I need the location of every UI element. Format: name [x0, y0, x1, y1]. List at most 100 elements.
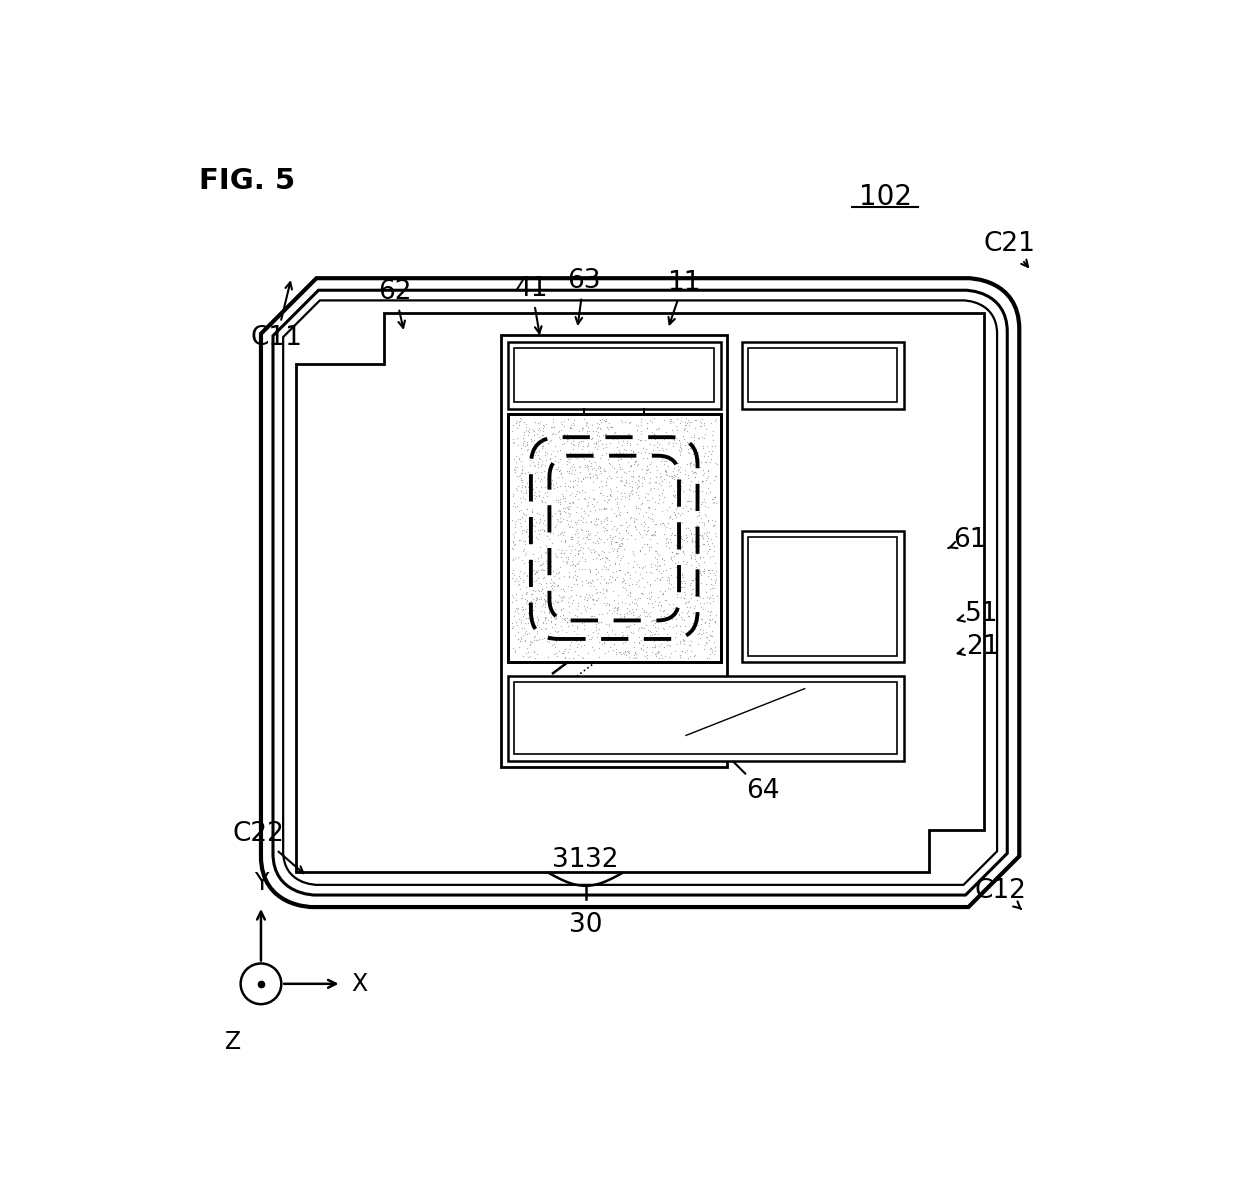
Point [639, 443, 658, 462]
Point [652, 600, 672, 620]
Text: 41: 41 [515, 276, 548, 334]
Point [539, 476, 559, 495]
Point [548, 526, 568, 545]
Point [675, 588, 694, 608]
Point [529, 512, 549, 531]
Point [630, 542, 650, 561]
Point [551, 504, 570, 524]
Point [572, 647, 591, 667]
Point [601, 510, 621, 530]
Point [661, 566, 681, 585]
Point [563, 472, 583, 491]
Point [609, 455, 629, 474]
Point [533, 425, 553, 444]
Point [682, 579, 702, 598]
Point [697, 483, 717, 502]
Point [525, 412, 544, 431]
Point [601, 468, 621, 488]
Point [703, 516, 723, 536]
Point [517, 567, 537, 586]
Point [554, 610, 574, 629]
Point [538, 557, 558, 576]
Point [590, 420, 610, 440]
Point [570, 631, 590, 650]
Point [544, 634, 564, 653]
Point [682, 543, 702, 562]
Point [699, 473, 719, 492]
Point [704, 492, 724, 512]
Point [575, 551, 595, 570]
Point [650, 581, 670, 600]
Point [553, 644, 573, 663]
Point [565, 525, 585, 544]
Point [560, 528, 580, 548]
Point [688, 616, 708, 635]
Point [507, 497, 527, 516]
Point [646, 467, 666, 486]
Point [610, 506, 630, 525]
Point [630, 605, 650, 625]
Point [573, 508, 593, 527]
Point [529, 556, 549, 575]
Point [522, 432, 542, 452]
Point [551, 607, 570, 626]
Point [522, 633, 542, 652]
Point [652, 611, 672, 631]
Point [546, 515, 565, 534]
Point [531, 587, 551, 607]
Point [515, 632, 534, 651]
Point [646, 456, 666, 476]
Point [551, 532, 570, 551]
Point [584, 489, 604, 508]
Text: 102: 102 [858, 183, 911, 211]
Point [539, 464, 559, 483]
Point [565, 460, 585, 479]
Point [604, 602, 624, 621]
Point [603, 429, 622, 448]
Point [537, 470, 557, 489]
Point [692, 495, 712, 514]
Point [699, 537, 719, 556]
Point [598, 593, 618, 613]
Point [605, 443, 625, 462]
Point [587, 564, 606, 584]
Point [621, 508, 641, 527]
Point [532, 428, 552, 447]
Point [702, 627, 722, 646]
Point [626, 608, 646, 627]
Point [653, 609, 673, 628]
Point [572, 498, 591, 518]
Point [613, 443, 632, 462]
Point [538, 542, 558, 561]
Point [681, 435, 701, 454]
Point [585, 540, 605, 560]
Point [676, 408, 696, 428]
Point [605, 555, 625, 574]
Point [536, 609, 556, 628]
Point [608, 495, 627, 514]
Point [503, 536, 523, 555]
Point [594, 491, 614, 510]
Point [574, 410, 594, 429]
Point [567, 484, 587, 503]
Point [599, 600, 619, 620]
Point [608, 597, 627, 616]
Point [588, 492, 608, 512]
Point [671, 441, 691, 460]
Point [539, 633, 559, 652]
Point [599, 489, 619, 508]
Point [618, 626, 637, 645]
Point [655, 591, 675, 610]
Point [670, 647, 689, 667]
Point [620, 508, 640, 527]
Point [682, 528, 702, 548]
Point [525, 560, 544, 579]
Point [636, 464, 656, 483]
Point [569, 551, 589, 570]
Point [637, 646, 657, 665]
Point [625, 512, 645, 531]
Point [544, 644, 564, 663]
Point [681, 472, 701, 491]
Point [577, 412, 596, 431]
Point [546, 592, 565, 611]
